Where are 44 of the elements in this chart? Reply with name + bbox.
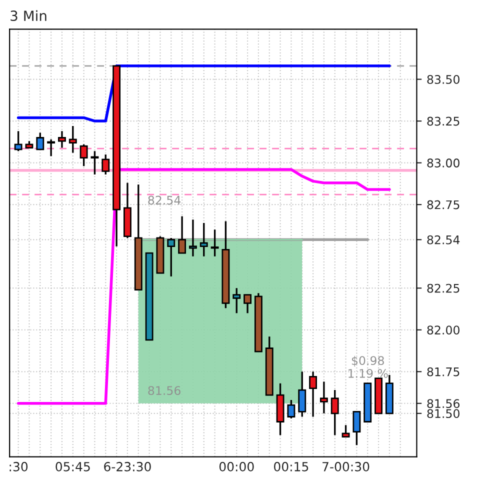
- candlestick: [80, 144, 88, 167]
- candlestick: [178, 215, 186, 254]
- annotation: 1.19 %: [348, 368, 388, 378]
- candlestick: [36, 132, 44, 150]
- candlestick: [298, 370, 306, 418]
- candlestick: [320, 380, 328, 414]
- chart-title: 3 Min: [10, 10, 46, 22]
- y-tick-label: 81.75: [427, 367, 460, 376]
- candlestick: [210, 228, 219, 258]
- y-tick-label: 82.25: [427, 284, 460, 293]
- x-tick-label: 05:45: [56, 462, 90, 472]
- candlestick: [309, 370, 317, 418]
- candlestick: [342, 424, 350, 438]
- candlestick: [330, 389, 339, 436]
- annotation: $0.98: [352, 356, 384, 367]
- candlestick: [14, 130, 22, 152]
- x-tick-label: 6-23:30: [104, 462, 151, 472]
- line-series: [16, 168, 391, 405]
- y-tick-label: 83.25: [427, 116, 460, 126]
- candlestick: [188, 218, 197, 258]
- annotation: 81.56: [148, 386, 180, 395]
- candlestick: [352, 410, 361, 446]
- candlestick: [47, 138, 56, 157]
- candlestick: [244, 294, 252, 314]
- candlestick: [68, 125, 77, 154]
- candlestick: [102, 154, 110, 176]
- y-tick-label: 82.00: [427, 326, 460, 335]
- candlestick: [287, 399, 296, 420]
- annotation: 82.54: [148, 196, 181, 205]
- y-tick-label: 82.54: [427, 235, 460, 244]
- candlestick: [90, 150, 99, 176]
- x-tick-label: :30: [10, 462, 28, 472]
- y-tick-label: 82.75: [427, 200, 460, 210]
- y-tick-label: 83.50: [427, 75, 460, 84]
- candlestick: [200, 222, 208, 258]
- candlestick: [58, 130, 66, 149]
- x-tick-label: 7-00:30: [322, 462, 370, 472]
- y-tick-label: 83.00: [427, 158, 460, 168]
- x-tick-label: 00:15: [274, 462, 308, 472]
- y-tick-label: 81.56: [427, 399, 460, 408]
- y-tick-label: 81.50: [427, 409, 460, 418]
- candlestick: [232, 287, 241, 314]
- x-tick-label: 00:00: [219, 462, 254, 472]
- candlestick: [167, 237, 176, 278]
